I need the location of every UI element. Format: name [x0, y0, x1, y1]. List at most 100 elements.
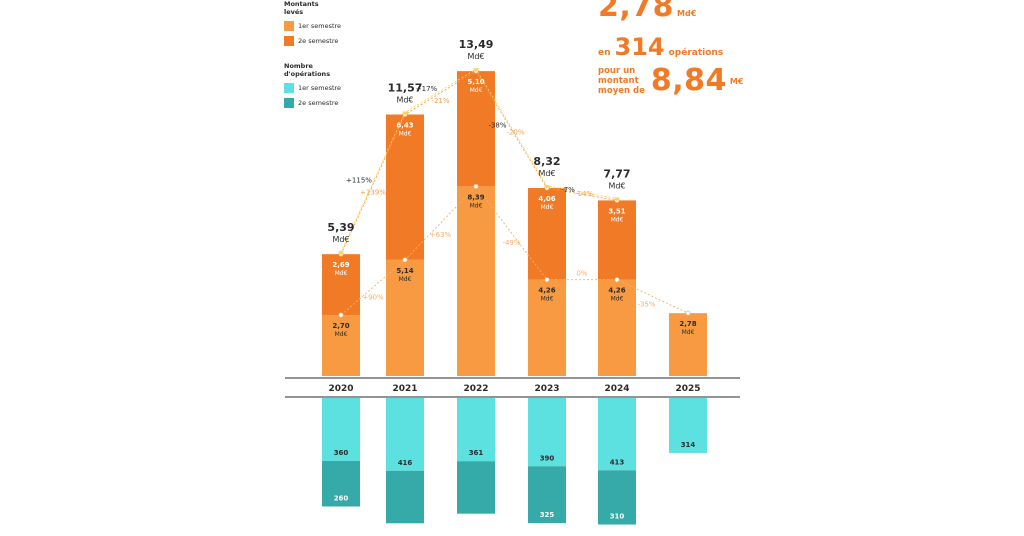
label-amount-s1-2024: 4,26: [608, 287, 625, 295]
bar-ops-s2-2022: [457, 461, 495, 514]
bar-amount-s2-2024: [598, 200, 636, 280]
label-total-unit-2021: Md€: [396, 96, 413, 105]
label-ops-s2-2020: 260: [334, 495, 349, 503]
label-amount-s1-2025: 2,78: [679, 320, 696, 328]
headline-total: 2,78 Md€: [598, 0, 697, 24]
legend-swatch: [284, 21, 294, 31]
legend-ops-title: Nombre d'opérations: [284, 62, 331, 78]
label-amount-s2-unit-2022: Md€: [470, 87, 483, 94]
bar-ops-s1-2022: [457, 398, 495, 462]
label-amount-s2-unit-2024: Md€: [611, 216, 624, 223]
dot-s1-2020: [338, 312, 344, 318]
label-amount-s1-unit-2020: Md€: [335, 331, 348, 338]
bar-ops-s1-2025: [669, 398, 707, 453]
label-ops-s1-2021: 416: [398, 459, 413, 467]
dot-s1-2022: [473, 183, 479, 189]
bar-ops-s2-2024: [598, 470, 636, 525]
label-total-2024: 7,77: [603, 167, 630, 180]
legend-swatch: [284, 98, 294, 108]
tick-label-2024: 2024: [604, 384, 629, 394]
change-total-3: -7%: [561, 186, 575, 194]
headline-operations: en 314 opérations: [598, 33, 724, 61]
change-total-1: +17%: [416, 85, 438, 93]
bar-amount-s2-2023: [528, 187, 566, 280]
label-ops-s2-2023: 325: [540, 511, 555, 519]
bar-ops-s2-2021: [386, 470, 424, 524]
marker-total-2023: [544, 184, 550, 189]
change-s1-4: -35%: [637, 300, 655, 308]
bar-ops-s1-2021: [386, 398, 424, 471]
dot-s1-2025: [685, 310, 691, 316]
label-total-unit-2022: Md€: [467, 52, 484, 61]
label-ops-s1-2024: 413: [610, 458, 625, 466]
tick-label-2022: 2022: [463, 384, 488, 394]
label-total-2023: 8,32: [533, 155, 560, 168]
label-amount-s1-2022: 8,39: [467, 193, 484, 201]
label-total-2020: 5,39: [327, 221, 354, 234]
label-amount-s2-unit-2021: Md€: [399, 131, 412, 138]
bar-amount-s1-2024: [598, 279, 636, 376]
label-amount-s1-2023: 4,26: [538, 287, 555, 295]
label-amount-s2-2024: 3,51: [608, 207, 625, 215]
bar-ops-s2-2023: [528, 466, 566, 524]
bar-ops-s1-2020: [322, 398, 360, 461]
legend: Montants levés 1er semestre 2e semestre …: [284, 0, 384, 112]
label-total-unit-2023: Md€: [538, 169, 555, 178]
tick-label-2025: 2025: [675, 384, 700, 394]
marker-total-2020: [338, 251, 344, 256]
change-s1-0: +90%: [362, 293, 384, 301]
legend-swatch: [284, 36, 294, 46]
label-amount-s2-unit-2020: Md€: [335, 270, 348, 277]
change-total-0: +115%: [346, 176, 372, 184]
label-amount-s2-2022: 5,10: [467, 78, 484, 86]
label-ops-s1-2022: 361: [469, 449, 484, 457]
legend-item-ops-s2: 2e semestre: [284, 97, 384, 109]
label-amount-s1-2021: 5,14: [396, 267, 413, 275]
tick-label-2021: 2021: [392, 384, 417, 394]
change-s1-2: -49%: [502, 239, 520, 247]
dot-s1-2023: [544, 277, 550, 283]
marker-total-2021: [402, 111, 408, 116]
label-ops-s2-2024: 310: [610, 513, 625, 521]
change-s2-2: -20%: [506, 129, 524, 137]
bar-amount-s1-2021: [386, 259, 424, 376]
bar-amount-s1-2022: [457, 186, 495, 376]
bar-ops-s2-2020: [322, 461, 360, 507]
label-total-2021: 11,57: [388, 82, 423, 95]
label-amount-s1-2020: 2,70: [332, 322, 349, 330]
change-s1-3: 0%: [576, 270, 587, 278]
legend-swatch: [284, 83, 294, 93]
dot-s1-2024: [614, 277, 620, 283]
label-amount-s2-2021: 6,43: [396, 122, 413, 130]
label-amount-s1-unit-2021: Md€: [399, 276, 412, 283]
legend-item-ops-s1: 1er semestre: [284, 82, 384, 94]
legend-item-amounts-s1: 1er semestre: [284, 20, 384, 32]
label-ops-s1-2023: 390: [540, 454, 555, 462]
change-total-2: -38%: [488, 122, 506, 130]
label-amount-s1-unit-2022: Md€: [470, 202, 483, 209]
label-ops-s1-2020: 360: [334, 449, 349, 457]
bar-ops-s1-2024: [598, 398, 636, 471]
dot-s1-2021: [402, 257, 408, 263]
label-amount-s1-unit-2024: Md€: [611, 296, 624, 303]
label-total-unit-2020: Md€: [332, 235, 349, 244]
bar-amount-s1-2020: [322, 314, 360, 376]
label-amount-s2-unit-2023: Md€: [541, 204, 554, 211]
headline-stats: 2,78 Md€ en 314 opérations pour un monta…: [598, 0, 798, 96]
marker-total-2024: [614, 197, 620, 202]
tick-label-2020: 2020: [328, 384, 353, 394]
label-ops-s1-2025: 314: [681, 441, 696, 449]
label-amount-s1-unit-2025: Md€: [682, 329, 695, 336]
label-amount-s1-unit-2023: Md€: [541, 296, 554, 303]
change-s2-3: -14%: [575, 190, 593, 198]
change-s2-1: -21%: [431, 97, 449, 105]
label-total-2022: 13,49: [459, 38, 494, 51]
label-total-unit-2024: Md€: [608, 181, 625, 190]
tick-label-2023: 2023: [534, 384, 559, 394]
legend-item-amounts-s2: 2e semestre: [284, 35, 384, 47]
change-s1-1: +63%: [430, 231, 452, 239]
bar-amount-s1-2023: [528, 279, 566, 376]
label-amount-s2-2020: 2,69: [332, 261, 349, 269]
marker-total-2022: [473, 68, 479, 73]
